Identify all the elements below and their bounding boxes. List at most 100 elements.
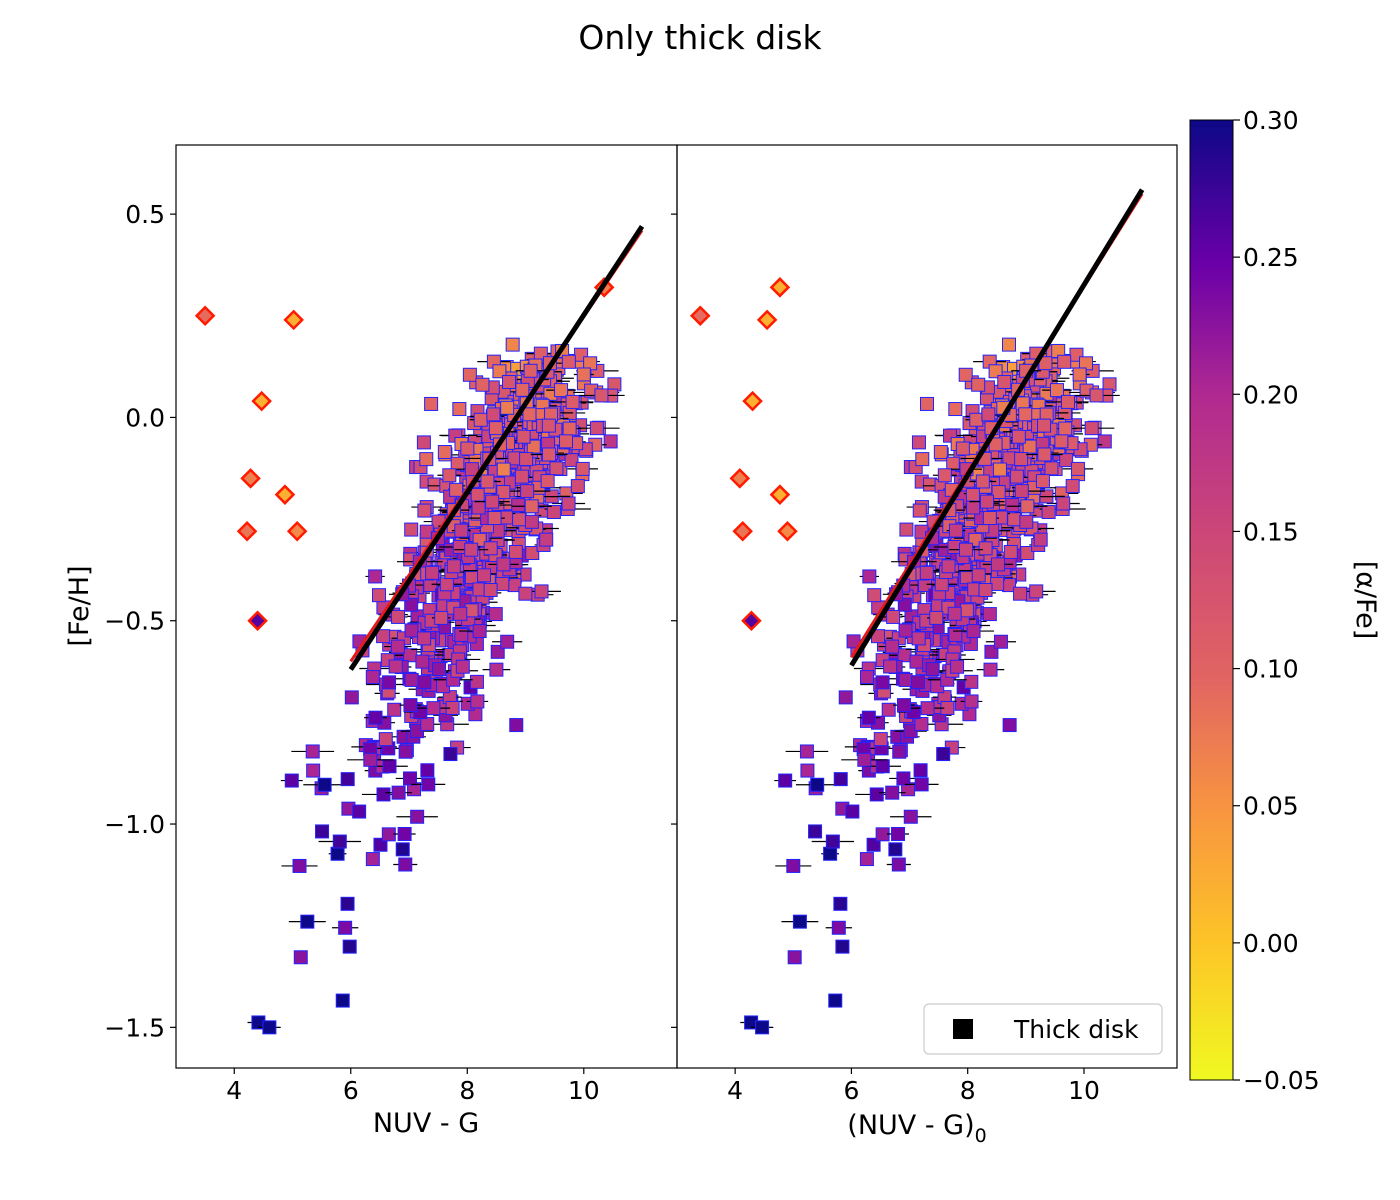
data-point [861,710,876,725]
y-axis-label: [Fe/H] [64,565,95,646]
data-point [425,565,440,580]
data-point [381,827,396,842]
data-point [869,787,884,802]
outlier-point [769,277,791,298]
data-point [559,434,574,449]
data-point [966,500,981,515]
data-point [982,607,997,622]
right-x-axis-label-main: (NUV - G) [847,1110,974,1141]
data-point [454,627,469,642]
data-point [403,771,418,786]
data-point [539,532,554,547]
data-point [910,675,925,690]
data-point [899,522,914,537]
data-point [404,672,419,687]
data-point [982,510,997,525]
colorbar-ticks: 0.30 0.25 0.20 0.15 0.10 0.05 0.00 −0.05 [1233,106,1320,1095]
data-point [365,670,380,685]
data-point [835,939,850,954]
data-point [1060,394,1075,409]
data-point [472,624,487,639]
data-point [857,752,872,767]
data-point [891,857,906,872]
data-point [420,763,435,778]
data-point [933,445,948,460]
colorbar-tick-label: 0.10 [1243,655,1299,684]
data-point [403,648,418,663]
data-point [875,759,890,774]
data-point [997,374,1012,389]
data-point [576,367,591,382]
data-point [417,631,432,646]
data-point [371,588,386,603]
data-point [305,744,320,759]
data-point [896,698,911,713]
legend: Thick disk [923,1003,1163,1055]
data-point [426,701,441,716]
data-point [449,482,464,497]
data-point [993,634,1008,649]
colorbar-tick-label: 0.05 [1243,792,1299,821]
data-point [799,744,814,759]
data-point [947,539,962,554]
data-point [340,896,355,911]
outlier-point [689,305,711,327]
data-point [455,659,470,674]
data-point [898,672,913,687]
data-point [1044,461,1059,476]
data-point [432,662,447,677]
data-point [1049,383,1064,398]
outlier-point [729,468,751,489]
data-point [368,569,383,584]
data-point [502,374,517,389]
data-point [778,773,793,788]
data-point [524,514,539,529]
data-point [897,597,912,612]
data-point [564,453,579,468]
data-point [912,503,927,518]
data-point [541,418,556,433]
y-tick-label: −1.0 [104,810,165,839]
outlier-point [194,305,216,327]
data-point [886,609,901,624]
data-point [971,568,986,583]
data-point [378,732,393,747]
data-point [293,950,308,965]
data-point [1020,546,1035,561]
data-point [873,732,888,747]
data-point [363,752,378,767]
legend-label: Thick disk [1013,1015,1139,1044]
data-point [955,441,970,456]
data-point [755,1020,770,1035]
data-point [866,837,881,852]
data-point [508,544,523,559]
right-scatter-points [689,277,1120,1035]
data-point [948,402,963,417]
data-point [496,462,511,477]
legend-marker [953,1019,973,1039]
colorbar: 0.30 0.25 0.20 0.15 0.10 0.05 0.00 −0.05 [α/Fe] [1189,106,1381,1095]
data-point [862,569,877,584]
data-point [991,485,1006,500]
data-point [833,772,848,787]
data-point [975,474,990,489]
data-point [859,670,874,685]
data-point [462,367,477,382]
data-point [971,377,986,392]
data-point [554,383,569,398]
colorbar-gradient [1189,119,1234,1081]
data-point [946,456,961,471]
data-point [317,777,332,792]
data-point [525,546,540,561]
x-tick-label: 6 [343,1076,359,1105]
data-point [937,468,952,483]
data-point [909,654,924,669]
data-point [990,557,1005,572]
data-point [330,846,345,861]
data-point [437,445,452,460]
data-point [1022,439,1037,454]
data-point [485,494,500,509]
data-point [335,993,350,1008]
right-panel: 4 6 8 10 (NUV - G)0 Thick disk [671,144,1178,1147]
data-point [522,407,537,422]
